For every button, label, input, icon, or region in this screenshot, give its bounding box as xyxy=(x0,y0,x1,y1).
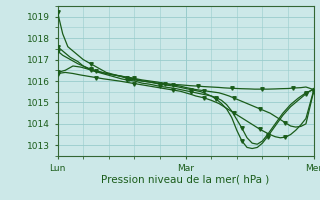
X-axis label: Pression niveau de la mer( hPa ): Pression niveau de la mer( hPa ) xyxy=(101,174,270,184)
